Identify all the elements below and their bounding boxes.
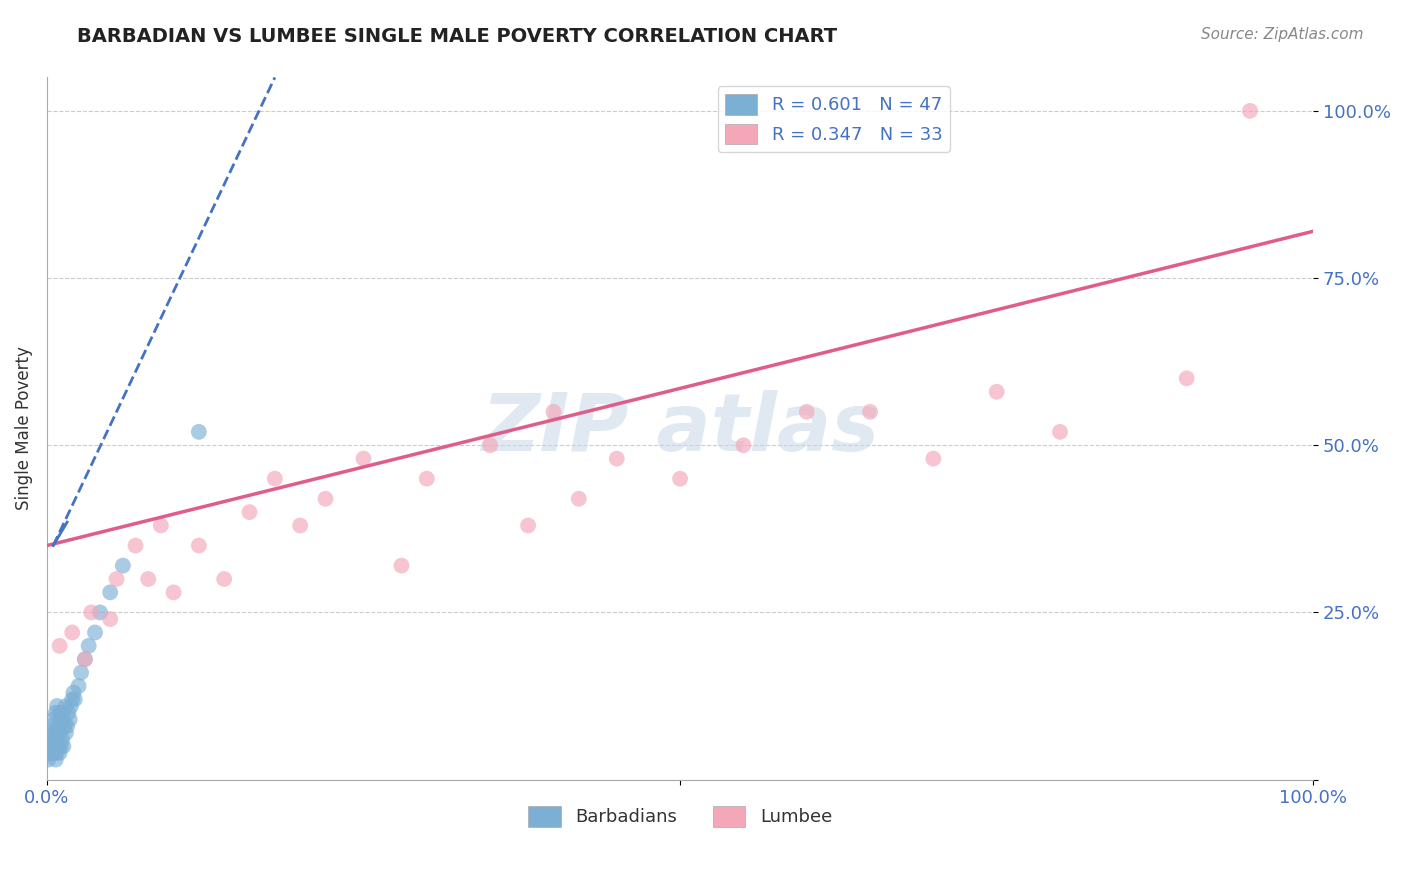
Point [38,732,60,747]
Point [51,706,73,720]
Point [59,713,82,727]
Point [55,699,77,714]
Point [98,612,121,626]
Point [39,726,62,740]
Point [796,405,818,419]
Point [1175,371,1198,385]
Point [98,585,121,599]
Point [479,438,502,452]
Point [56,719,79,733]
Point [48,746,70,760]
Point [62,686,84,700]
Text: ZIP atlas: ZIP atlas [481,390,879,467]
Point [73,652,96,666]
Point [77,639,100,653]
Point [986,384,1008,399]
Point [391,558,413,573]
Point [212,572,235,586]
Point [63,692,86,706]
Legend: Barbadians, Lumbee: Barbadians, Lumbee [520,798,839,834]
Point [263,472,285,486]
Point [111,558,134,573]
Point [53,719,76,733]
Point [52,713,75,727]
Point [52,739,75,754]
Point [73,652,96,666]
Point [89,606,111,620]
Point [44,726,66,740]
Point [41,719,63,733]
Point [136,572,159,586]
Point [187,425,209,439]
Point [39,739,62,754]
Point [315,491,337,506]
Point [44,746,66,760]
Point [124,539,146,553]
Point [49,713,72,727]
Point [84,625,107,640]
Point [55,726,77,740]
Point [41,746,63,760]
Point [543,405,565,419]
Point [669,472,692,486]
Point [288,518,311,533]
Point [46,699,69,714]
Point [45,753,67,767]
Point [59,699,82,714]
Point [42,713,65,727]
Point [45,732,67,747]
Point [48,639,70,653]
Point [416,472,439,486]
Point [149,518,172,533]
Point [60,625,83,640]
Point [46,746,69,760]
Point [187,539,209,553]
Point [1239,103,1261,118]
Point [67,679,90,693]
Point [238,505,260,519]
Y-axis label: Single Male Poverty: Single Male Poverty [15,347,32,510]
Point [922,451,945,466]
Point [46,726,69,740]
Point [859,405,882,419]
Point [51,732,73,747]
Point [606,451,628,466]
Point [733,438,755,452]
Point [60,692,83,706]
Point [1049,425,1071,439]
Point [38,746,60,760]
Point [42,739,65,754]
Point [105,572,128,586]
Point [80,606,103,620]
Text: BARBADIAN VS LUMBEE SINGLE MALE POVERTY CORRELATION CHART: BARBADIAN VS LUMBEE SINGLE MALE POVERTY … [77,27,838,45]
Point [46,739,69,754]
Point [70,665,93,680]
Point [45,706,67,720]
Point [517,518,540,533]
Point [48,726,70,740]
Point [46,719,69,733]
Point [353,451,375,466]
Point [48,706,70,720]
Point [58,706,80,720]
Point [49,739,72,754]
Text: Source: ZipAtlas.com: Source: ZipAtlas.com [1201,27,1364,42]
Point [162,585,184,599]
Point [37,753,59,767]
Point [568,491,591,506]
